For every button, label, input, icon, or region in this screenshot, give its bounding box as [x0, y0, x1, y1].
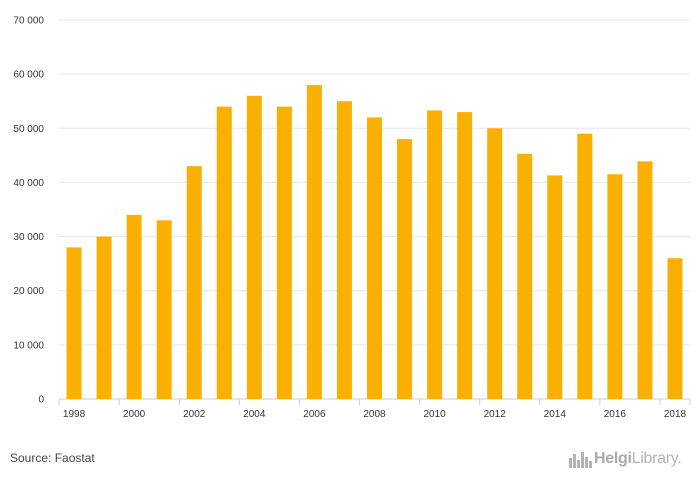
x-tick-label: 2012 — [484, 409, 507, 420]
bar-2002[interactable] — [186, 166, 202, 399]
helgi-library-logo: HelgiLibrary. — [568, 448, 682, 470]
bar-2012[interactable] — [487, 128, 503, 400]
logo-regular: Library. — [631, 450, 682, 467]
x-tick-label: 2008 — [363, 409, 386, 420]
y-tick-label: 50 000 — [13, 124, 44, 135]
bar-chart: 1998 2000 2002 2004 2006 2008 2010 2012 2014 2016… — [13, 16, 691, 420]
x-tick-label: 2004 — [243, 409, 266, 420]
x-tick-label: 1998 — [63, 409, 86, 420]
bar-2006[interactable] — [306, 84, 322, 399]
y-tick-label: 70 000 — [13, 16, 44, 27]
x-tick-label: 2016 — [604, 409, 627, 420]
logo-text: HelgiLibrary. — [594, 450, 682, 468]
y-tick-label: 10 000 — [13, 340, 44, 351]
bar-2018[interactable] — [667, 258, 683, 399]
bar-2000[interactable] — [126, 214, 142, 399]
x-tick-label: 2002 — [183, 409, 206, 420]
bar-2008[interactable] — [367, 117, 382, 399]
x-tick-label: 2014 — [544, 409, 567, 420]
x-axis: 1998 2000 2002 2004 2006 2008 2010 2012 2014 2016… — [58, 399, 691, 420]
logo-bold: Helgi — [594, 450, 632, 467]
bar-2001[interactable] — [156, 220, 172, 399]
bar-2005[interactable] — [276, 106, 292, 399]
bar-2004[interactable] — [246, 95, 262, 400]
bar-2009[interactable] — [397, 139, 413, 399]
source-note: Source: Faostat — [10, 451, 95, 465]
bar-2007[interactable] — [336, 101, 352, 399]
x-tick-label: 2006 — [303, 409, 326, 420]
bars — [66, 84, 683, 400]
bar-2010[interactable] — [427, 110, 443, 399]
y-tick-label: 60 000 — [13, 70, 44, 81]
bar-2011[interactable] — [457, 112, 473, 400]
y-tick-label: 40 000 — [13, 178, 44, 189]
x-tick-label: 2000 — [123, 409, 146, 420]
y-axis: 0 10 000 20 000 30 000 40 000 50 000 60 000 70 … — [13, 16, 44, 406]
x-tick-label: 2018 — [664, 409, 687, 420]
x-tick-label: 2010 — [423, 409, 446, 420]
bar-2017[interactable] — [637, 161, 653, 399]
bar-2014[interactable] — [547, 175, 563, 399]
bar-2016[interactable] — [607, 174, 623, 399]
bar-1999[interactable] — [96, 236, 112, 399]
bar-2015[interactable] — [577, 133, 593, 399]
y-tick-label: 20 000 — [13, 286, 44, 297]
bar-2003[interactable] — [216, 106, 232, 399]
bar-2013[interactable] — [517, 153, 533, 399]
city-skyline-icon — [569, 452, 592, 468]
y-tick-label: 30 000 — [13, 232, 44, 243]
y-tick-label: 0 — [38, 395, 44, 406]
bar-1998[interactable] — [66, 247, 82, 399]
